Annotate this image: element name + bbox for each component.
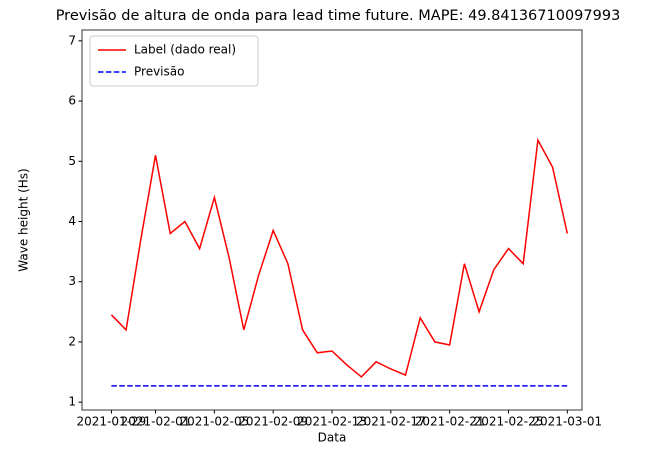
x-tick-label: 2021-02-25: [474, 415, 544, 429]
x-tick-label: 2021-02-01: [121, 415, 191, 429]
x-tick-label: 2021-02-21: [415, 415, 485, 429]
chart-title: Previsão de altura de onda para lead tim…: [56, 8, 621, 24]
y-axis-label: Wave height (Hs): [17, 168, 31, 271]
x-tick-label: 2021-02-17: [356, 415, 426, 429]
x-tick-label: 2021-02-05: [179, 415, 249, 429]
y-tick-label: 5: [68, 154, 76, 168]
axes-frame: [81, 29, 583, 411]
series-line: [110, 137, 569, 378]
y-tick-label: 7: [68, 33, 76, 47]
x-tick-label: 2021-01-29: [77, 415, 147, 429]
legend-label: Previsão: [134, 65, 184, 79]
legend-box: [89, 35, 259, 87]
x-axis-label: Data: [318, 431, 347, 445]
y-tick-label: 4: [68, 214, 76, 228]
x-tick-label: 2021-02-09: [238, 415, 308, 429]
y-tick-label: 6: [68, 94, 76, 108]
y-tick-label: 2: [68, 334, 76, 348]
y-tick-label: 3: [68, 274, 76, 288]
x-tick-label: 2021-03-01: [532, 415, 602, 429]
y-tick-label: 1: [68, 395, 76, 409]
x-tick-label: 2021-02-13: [297, 415, 367, 429]
legend-label: Label (dado real): [134, 43, 236, 57]
